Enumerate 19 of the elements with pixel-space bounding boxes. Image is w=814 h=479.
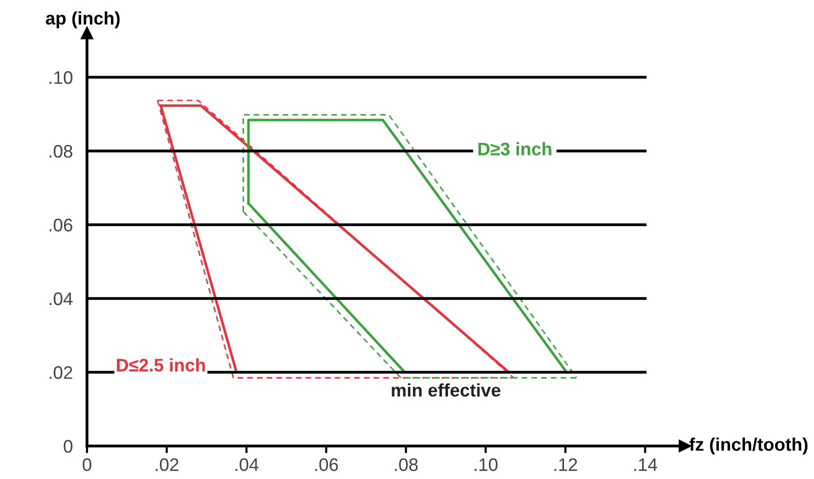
y-tick-label: .02 (50, 366, 72, 379)
x-tick-label: .02 (156, 458, 178, 472)
x-tick-label: .14 (634, 458, 658, 471)
y-tick-label: 0 (64, 440, 72, 453)
y-tick-label: .06 (50, 218, 72, 232)
x-tick-label: .04 (236, 458, 258, 472)
annotation: min effective (392, 383, 500, 397)
x-tick-label: .06 (315, 458, 338, 472)
y-tick-label: .04 (50, 292, 73, 306)
y-tick-label: .08 (50, 144, 72, 158)
x-tick-label: .10 (474, 458, 498, 472)
y-axis-title: ap (inch) (46, 11, 120, 28)
x-tick-label: 0 (82, 458, 92, 472)
series-label: D≤2.5 inch (116, 358, 205, 372)
x-axis-title: fz (inch/tooth) (689, 438, 808, 454)
text: D≥3 inch (478, 142, 552, 156)
y-tick-label: .10 (50, 71, 72, 84)
x-tick-label: .08 (395, 458, 418, 472)
x-tick-label: .12 (554, 458, 578, 471)
